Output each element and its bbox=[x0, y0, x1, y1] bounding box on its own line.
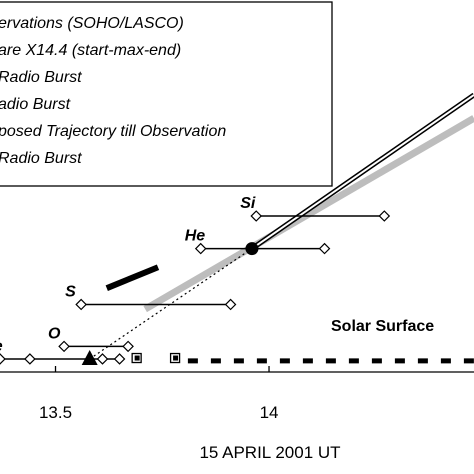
flare-marker-core bbox=[134, 355, 140, 361]
ion-label: Fe bbox=[0, 338, 3, 355]
ion-range-marker bbox=[378, 210, 391, 222]
legend-entry-flare: are X14.4 (start-max-end) bbox=[0, 42, 181, 59]
legend-entry-supposed-trajectory: posed Trajectory till Observation bbox=[0, 123, 226, 140]
ion-label: S bbox=[65, 283, 76, 300]
solar-surface-label: Solar Surface bbox=[331, 318, 434, 335]
ion-range-marker bbox=[113, 353, 126, 365]
x-tick-label: 13.5 bbox=[39, 403, 72, 422]
legend-entry-observations: ervations (SOHO/LASCO) bbox=[0, 15, 184, 32]
ion-range-marker bbox=[250, 210, 263, 222]
data-points bbox=[81, 242, 259, 365]
x-axis-ticks: 13.5 14 bbox=[39, 366, 279, 422]
ion-range-marker bbox=[224, 298, 237, 311]
ion-range-marker bbox=[58, 340, 70, 353]
observations-line-inner bbox=[251, 94, 474, 250]
flare-marker-core bbox=[173, 355, 179, 361]
ion-range-marker bbox=[122, 340, 134, 353]
legend-entry-radio-burst-1: Radio Burst bbox=[0, 69, 82, 86]
ion-label: O bbox=[48, 325, 61, 342]
radio-burst-segment bbox=[105, 264, 160, 291]
legend-entry-radio-burst-3: Radio Burst bbox=[0, 150, 82, 167]
ion-range-marker bbox=[194, 242, 207, 255]
ion-range-marker bbox=[24, 353, 36, 365]
ion-label: He bbox=[185, 228, 206, 245]
x-tick-label: 14 bbox=[260, 403, 279, 422]
observation-start-circle bbox=[245, 242, 259, 256]
legend-entry-radio-burst-2: adio Burst bbox=[0, 96, 71, 113]
radio-burst-triangle-marker bbox=[81, 349, 98, 365]
x-axis-label: 15 APRIL 2001 UT bbox=[199, 443, 340, 462]
data-lines bbox=[89, 92, 474, 364]
ion-range-marker bbox=[75, 298, 87, 311]
ion-range-marker bbox=[96, 353, 109, 365]
legend-box bbox=[0, 1, 333, 187]
gray-trajectory-line bbox=[143, 115, 474, 313]
ion-label: Si bbox=[240, 195, 256, 212]
ion-range-marker bbox=[0, 353, 6, 365]
ion-range-marker bbox=[318, 242, 331, 255]
ion-ranges: Si He S O Fe bbox=[0, 195, 391, 365]
